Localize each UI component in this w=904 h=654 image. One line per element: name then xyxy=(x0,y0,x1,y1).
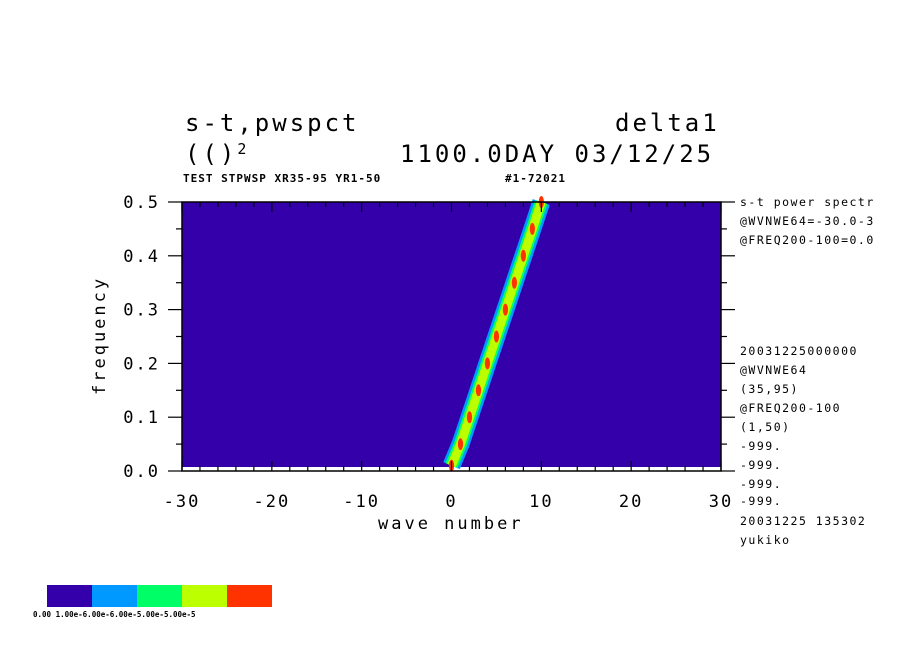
side-info-bottom-7: -999. xyxy=(740,477,783,491)
colorbar-swatch-3 xyxy=(182,585,227,607)
heatmap-background xyxy=(182,202,721,467)
x-tick-label: 10 xyxy=(529,492,553,512)
title-left-line2: (()2 xyxy=(185,140,250,168)
side-info-top-1: @WVNWE64=-30.0-3 xyxy=(740,214,875,228)
side-info-bottom-10: yukiko xyxy=(740,533,791,547)
x-tick-label: 30 xyxy=(709,492,733,512)
side-info-bottom-9: 20031225 135302 xyxy=(740,514,867,528)
y-tick-label: 0.2 xyxy=(123,354,160,374)
ridge-peak-7 xyxy=(511,276,517,289)
colorbar-labels: 0.00 1.00e-6.00e-6.00e-5.00e-5.00e-5 xyxy=(33,610,196,619)
x-tick-label: -20 xyxy=(253,492,290,512)
title-right-line2: 1100.0DAY 03/12/25 xyxy=(400,140,715,168)
ridge-peak-8 xyxy=(520,249,526,262)
side-info-top-2: @FREQ200-100=0.0 xyxy=(740,233,875,247)
ridge-peak-4 xyxy=(484,357,491,370)
side-info-bottom-6: -999. xyxy=(740,458,783,472)
colorbar-swatch-4 xyxy=(227,585,272,607)
y-tick-label: 0.0 xyxy=(123,462,160,482)
title-left-line1: s-t,pwspct xyxy=(185,109,360,137)
y-tick-label: 0.5 xyxy=(123,193,160,213)
ridge-peak-6 xyxy=(502,303,508,316)
x-tick-label: -30 xyxy=(164,492,201,512)
y-axis-label: frequency xyxy=(90,275,110,395)
ridge-peak-1 xyxy=(457,438,464,451)
subtitle-left: TEST STPWSP XR35-95 YR1-50 xyxy=(183,172,382,185)
title-left-line2-exponent: 2 xyxy=(237,140,250,158)
ridge-peak-5 xyxy=(493,330,500,343)
colorbar-swatch-1 xyxy=(92,585,137,607)
colorbar-swatch-2 xyxy=(137,585,182,607)
ridge-peak-3 xyxy=(475,384,482,397)
side-info-top-0: s-t power spectr xyxy=(740,195,875,209)
x-tick-label: 0 xyxy=(445,492,457,512)
x-axis-label: wave number xyxy=(378,514,524,534)
colorbar-swatch-0 xyxy=(47,585,92,607)
side-info-bottom-1: @WVNWE64 xyxy=(740,363,808,377)
side-info-bottom-0: 20031225000000 xyxy=(740,344,858,358)
y-tick-label: 0.1 xyxy=(123,408,160,428)
side-info-bottom-5: -999. xyxy=(740,439,783,453)
ridge-peak-9 xyxy=(529,222,535,235)
ridge-peak-2 xyxy=(466,411,473,424)
title-left-line2-base: (() xyxy=(185,140,238,168)
subtitle-right: #1-72021 xyxy=(505,172,566,185)
x-tick-label: -10 xyxy=(343,492,380,512)
y-tick-label: 0.4 xyxy=(123,247,160,267)
side-info-bottom-3: @FREQ200-100 xyxy=(740,401,842,415)
side-info-bottom-8: -999. xyxy=(740,494,783,508)
side-info-bottom-2: (35,95) xyxy=(740,382,799,396)
side-info-bottom-4: (1,50) xyxy=(740,420,791,434)
x-tick-label: 20 xyxy=(619,492,643,512)
y-tick-label: 0.3 xyxy=(123,301,160,321)
title-right-line1: delta1 xyxy=(615,109,720,137)
